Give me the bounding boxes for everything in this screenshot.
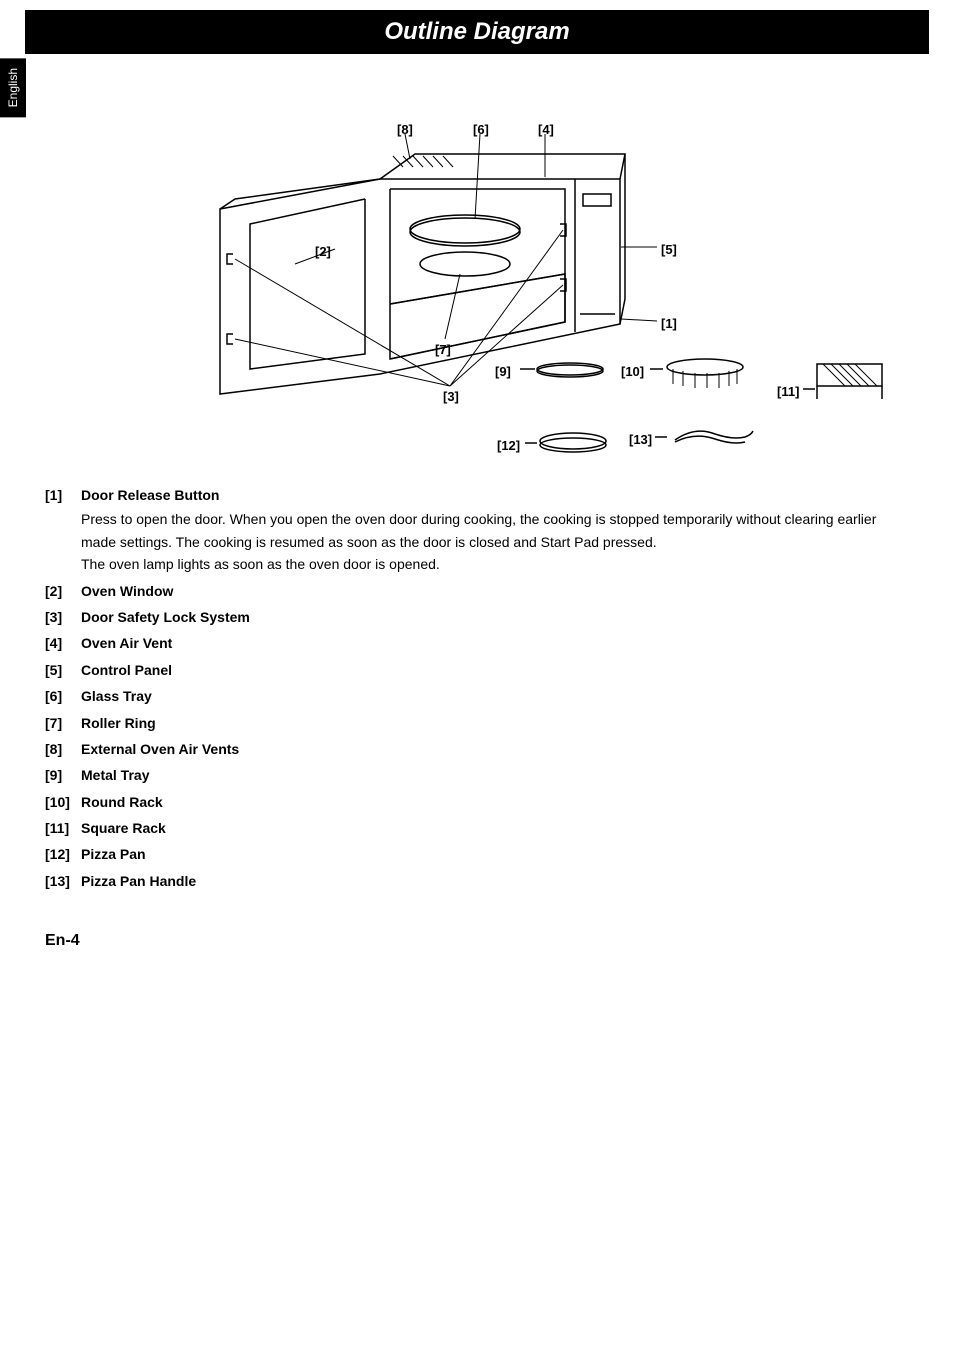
part-number: [5] xyxy=(45,659,81,681)
part-body: Square Rack xyxy=(81,817,909,839)
language-label: English xyxy=(6,68,20,107)
part-item: [7]Roller Ring xyxy=(45,712,909,734)
part-title: Oven Air Vent xyxy=(81,632,909,654)
part-item: [13]Pizza Pan Handle xyxy=(45,870,909,892)
part-title: Square Rack xyxy=(81,817,909,839)
diagram-callout: [3] xyxy=(443,389,459,404)
page-title-text: Outline Diagram xyxy=(384,18,569,45)
part-body: Door Safety Lock System xyxy=(81,606,909,628)
part-body: Metal Tray xyxy=(81,764,909,786)
part-number: [9] xyxy=(45,764,81,786)
part-title: Pizza Pan Handle xyxy=(81,870,909,892)
part-number: [11] xyxy=(45,817,81,839)
part-body: Oven Window xyxy=(81,580,909,602)
diagram-callout: [12] xyxy=(497,438,520,453)
diagram-callout: [2] xyxy=(315,244,331,259)
part-number: [6] xyxy=(45,685,81,707)
outline-diagram: [8] [6] [4] [2] [5] [1] [7] [3] [9] [10] [11] [12] [… xyxy=(25,64,929,464)
part-item: [8]External Oven Air Vents xyxy=(45,738,909,760)
part-number: [7] xyxy=(45,712,81,734)
part-number: [4] xyxy=(45,632,81,654)
diagram-callout: [5] xyxy=(661,242,677,257)
part-body: Roller Ring xyxy=(81,712,909,734)
part-number: [2] xyxy=(45,580,81,602)
part-title: Glass Tray xyxy=(81,685,909,707)
diagram-callout: [10] xyxy=(621,364,644,379)
part-title: Door Safety Lock System xyxy=(81,606,909,628)
part-title: Pizza Pan xyxy=(81,843,909,865)
part-item: [6]Glass Tray xyxy=(45,685,909,707)
language-tab: English xyxy=(0,58,26,117)
part-body: Round Rack xyxy=(81,791,909,813)
part-number: [10] xyxy=(45,791,81,813)
part-item: [2]Oven Window xyxy=(45,580,909,602)
part-description: Press to open the door. When you open th… xyxy=(81,508,909,575)
part-item: [5]Control Panel xyxy=(45,659,909,681)
part-body: Pizza Pan xyxy=(81,843,909,865)
part-title: Oven Window xyxy=(81,580,909,602)
part-item: [1]Door Release ButtonPress to open the … xyxy=(45,484,909,576)
part-body: Glass Tray xyxy=(81,685,909,707)
part-item: [11]Square Rack xyxy=(45,817,909,839)
part-number: [3] xyxy=(45,606,81,628)
page-number: En-4 xyxy=(25,932,929,950)
part-title: Door Release Button xyxy=(81,484,909,506)
part-title: External Oven Air Vents xyxy=(81,738,909,760)
diagram-callout: [13] xyxy=(629,432,652,447)
part-number: [12] xyxy=(45,843,81,865)
part-body: Pizza Pan Handle xyxy=(81,870,909,892)
part-number: [8] xyxy=(45,738,81,760)
part-title: Round Rack xyxy=(81,791,909,813)
part-item: [12]Pizza Pan xyxy=(45,843,909,865)
diagram-callout: [4] xyxy=(538,122,554,137)
part-title: Metal Tray xyxy=(81,764,909,786)
part-number: [13] xyxy=(45,870,81,892)
diagram-callout: [7] xyxy=(435,342,451,357)
part-body: Control Panel xyxy=(81,659,909,681)
diagram-callout: [11] xyxy=(777,384,799,399)
part-body: Door Release ButtonPress to open the doo… xyxy=(81,484,909,576)
diagram-callout: [1] xyxy=(661,316,677,331)
part-body: Oven Air Vent xyxy=(81,632,909,654)
part-item: [9]Metal Tray xyxy=(45,764,909,786)
part-item: [10]Round Rack xyxy=(45,791,909,813)
parts-list: [1]Door Release ButtonPress to open the … xyxy=(25,484,929,892)
part-title: Roller Ring xyxy=(81,712,909,734)
diagram-callout: [8] xyxy=(397,122,413,137)
page-title-bar: Outline Diagram xyxy=(25,10,929,54)
part-body: External Oven Air Vents xyxy=(81,738,909,760)
diagram-callout: [9] xyxy=(495,364,511,379)
manual-page: Outline Diagram English xyxy=(0,0,954,970)
part-item: [3]Door Safety Lock System xyxy=(45,606,909,628)
diagram-callout: [6] xyxy=(473,122,489,137)
part-title: Control Panel xyxy=(81,659,909,681)
part-item: [4]Oven Air Vent xyxy=(45,632,909,654)
part-number: [1] xyxy=(45,484,81,576)
